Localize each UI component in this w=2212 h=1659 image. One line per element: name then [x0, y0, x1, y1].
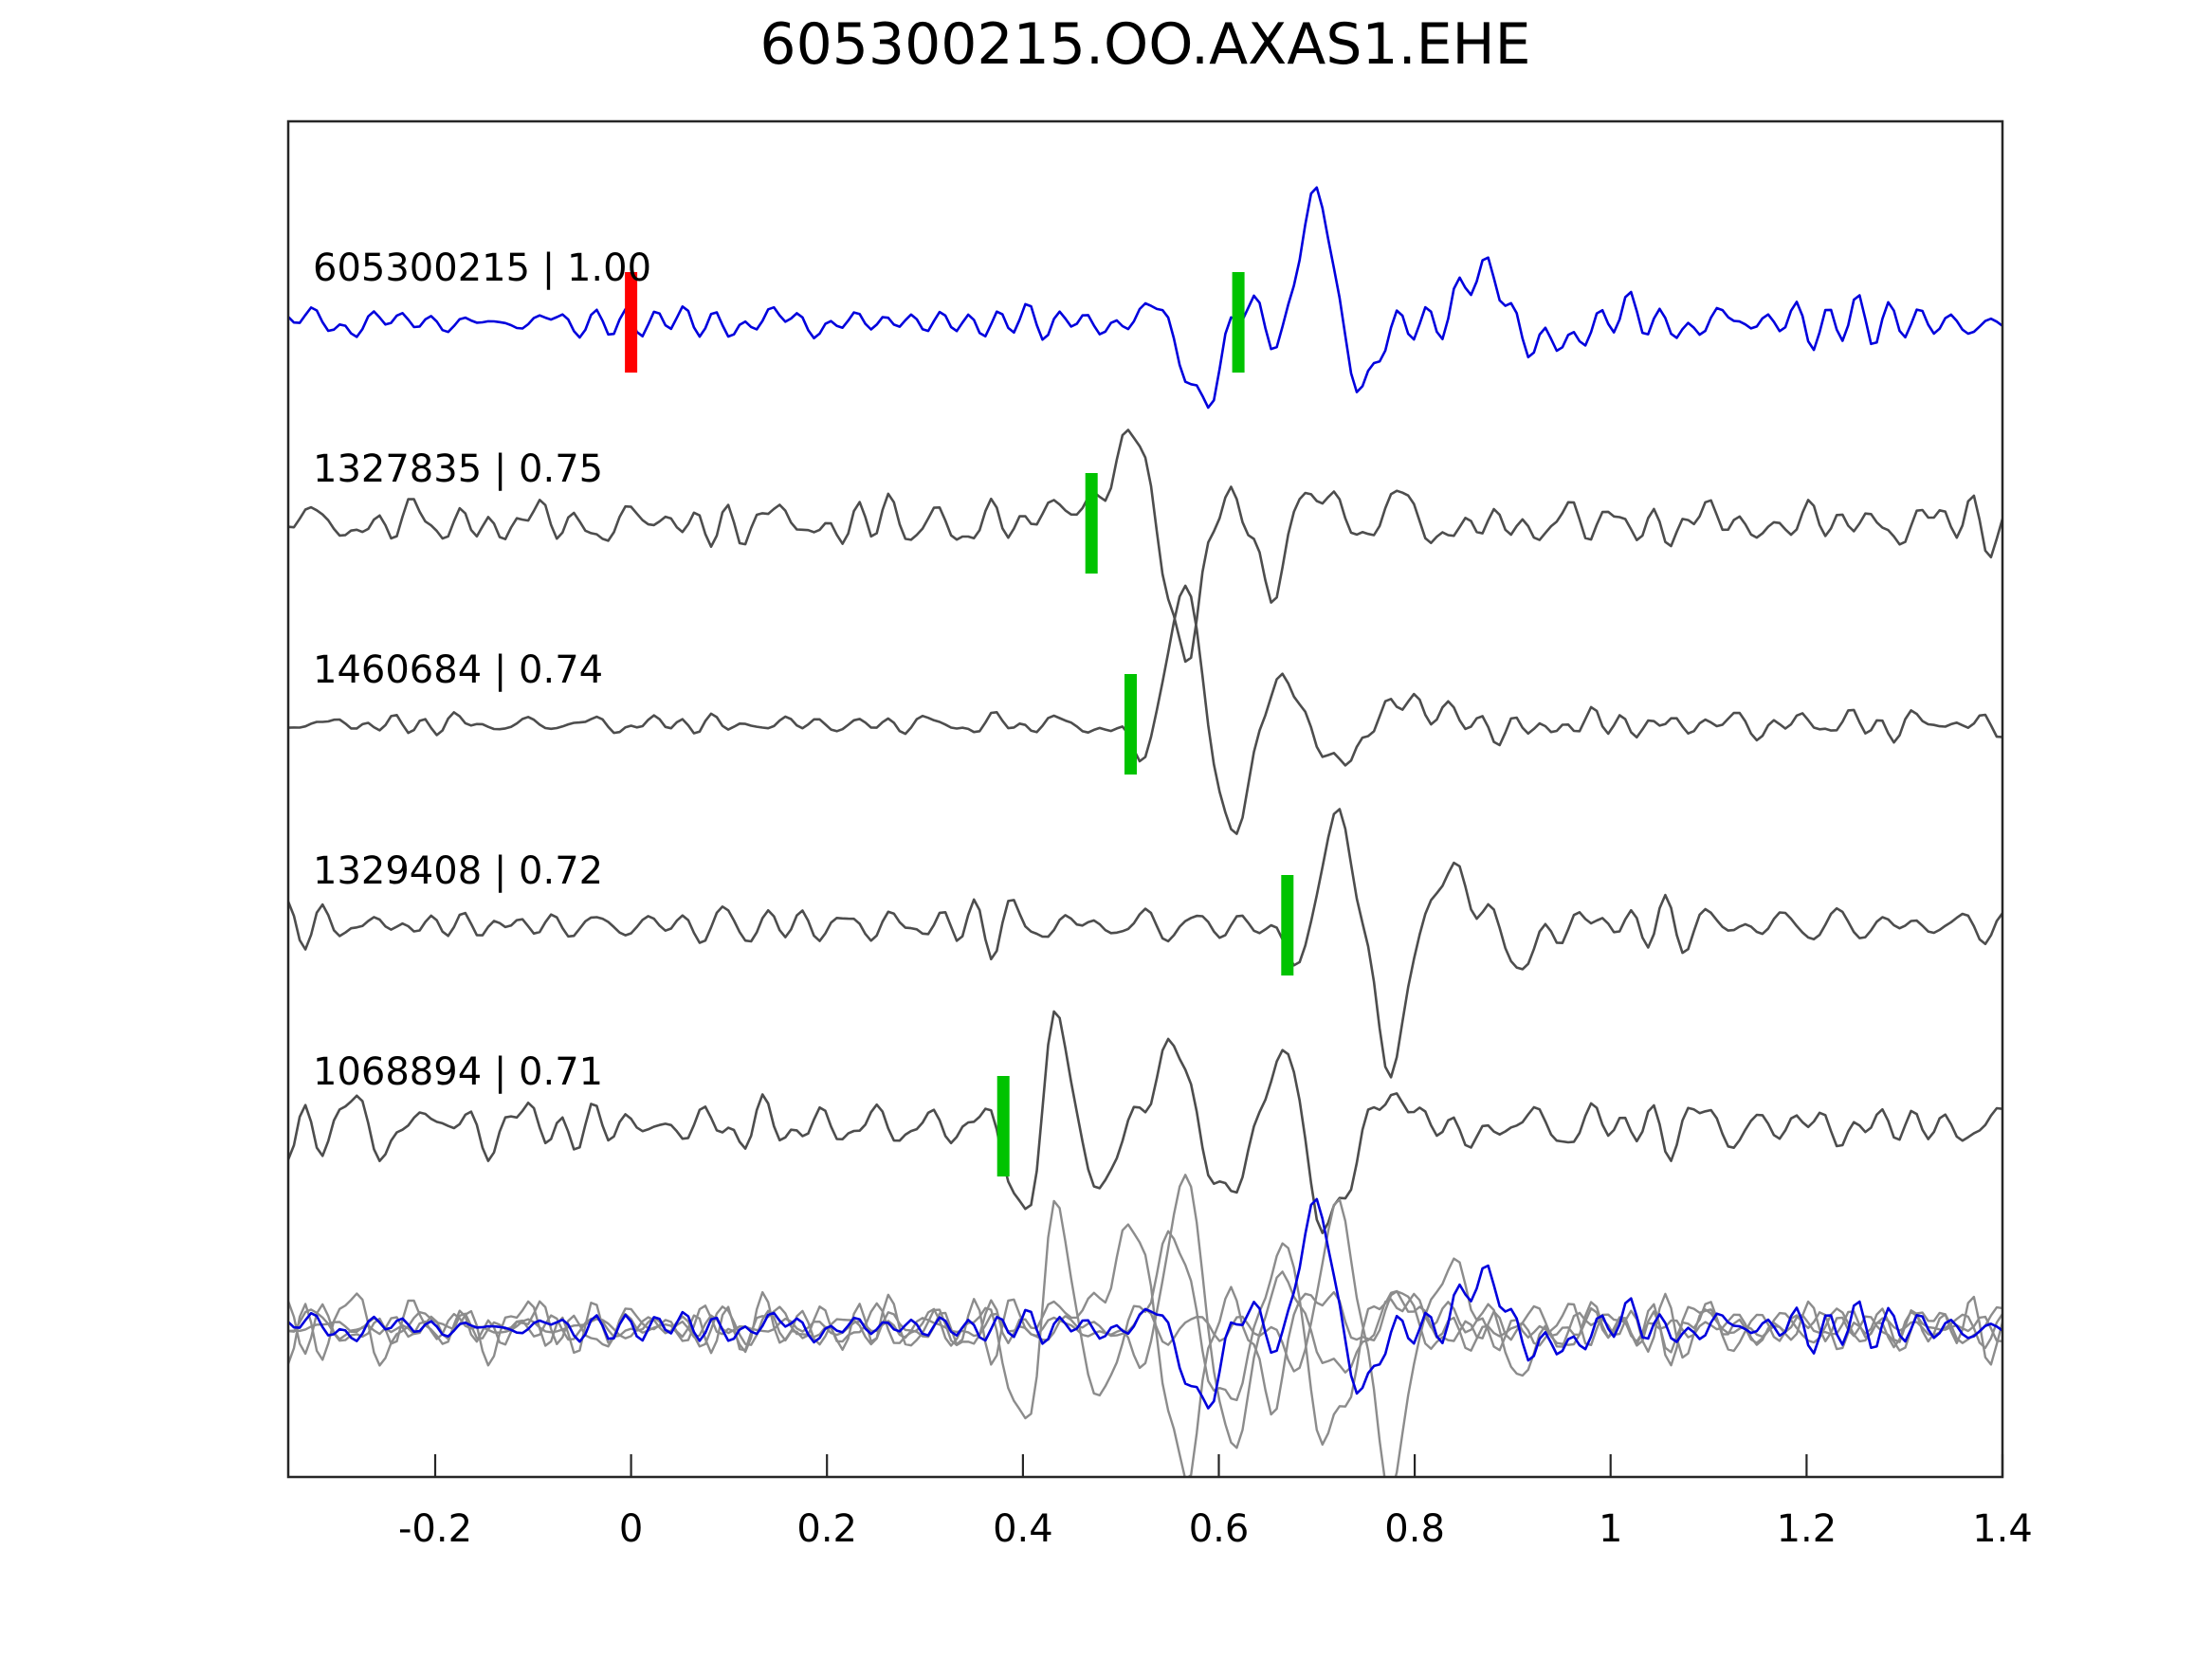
x-tick-label: 1.4 [1972, 1507, 2033, 1551]
x-tick-label: 0.8 [1384, 1507, 1445, 1551]
trace-label-1460684: 1460684 | 0.74 [313, 648, 603, 692]
overlay-trace-605300215 [288, 1197, 2002, 1410]
pick-marker-green [1281, 875, 1294, 975]
trace-label-1327835: 1327835 | 0.75 [313, 447, 603, 491]
plot-title: 605300215.OO.AXAS1.EHE [759, 11, 1531, 78]
waveform-trace-1329408 [288, 808, 2002, 1079]
waveform-trace-1068894 [288, 1010, 2002, 1234]
waveform-trace-1327835 [288, 428, 2002, 664]
pick-marker-red [625, 272, 638, 373]
x-tick-label: 0 [619, 1507, 643, 1551]
trace-row-1068894: 1068894 | 0.71 [288, 1010, 2002, 1234]
waveform-trace-1460684 [288, 584, 2002, 835]
waveform-trace-605300215 [288, 186, 2002, 410]
trace-label-1329408: 1329408 | 0.72 [313, 849, 603, 893]
trace-row-1329408: 1329408 | 0.72 [288, 808, 2002, 1079]
overlay-trace-1460684 [288, 1174, 2002, 1449]
x-tick-label: 0.6 [1189, 1507, 1250, 1551]
overlay-trace-1329408 [288, 1197, 2002, 1477]
overlay-trace-1068894 [288, 1199, 2002, 1447]
trace-label-1068894: 1068894 | 0.71 [313, 1050, 603, 1094]
pick-marker-green [1085, 473, 1098, 574]
pick-marker-green [1232, 272, 1245, 373]
x-tick-label: 1.2 [1777, 1507, 1837, 1551]
x-tick-label: 1 [1599, 1507, 1622, 1551]
trace-label-605300215: 605300215 | 1.00 [313, 246, 651, 290]
x-tick-label: 0.4 [993, 1507, 1053, 1551]
pick-marker-green [1124, 674, 1137, 775]
x-tick-label: -0.2 [398, 1507, 472, 1551]
trace-row-1460684: 1460684 | 0.74 [288, 584, 2002, 835]
pick-marker-green [996, 1076, 1010, 1176]
overlay-trace-1327835 [288, 1223, 2002, 1477]
overlay-traces [288, 1174, 2002, 1477]
plot-border [286, 119, 2004, 1479]
trace-row-605300215: 605300215 | 1.00 [288, 186, 2002, 410]
x-tick-label: 0.2 [796, 1507, 857, 1551]
trace-row-1327835: 1327835 | 0.75 [288, 428, 2002, 664]
